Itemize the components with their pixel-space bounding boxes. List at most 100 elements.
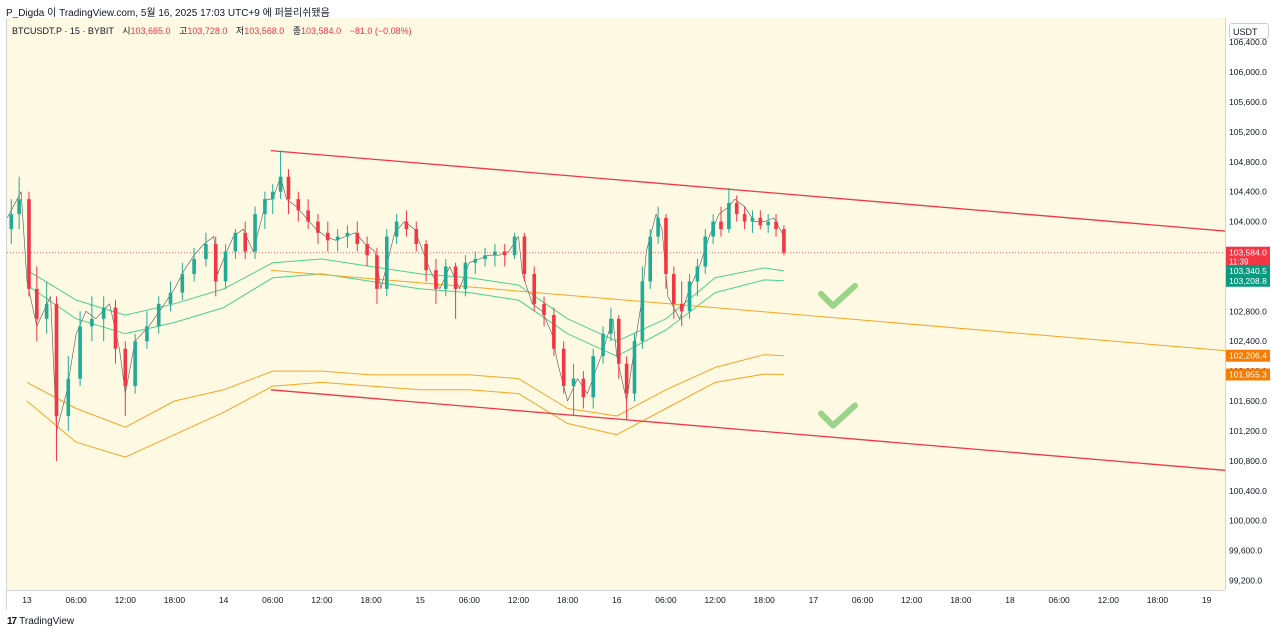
- candle-body: [774, 221, 778, 230]
- x-tick-label: 13: [22, 595, 32, 605]
- candle-body: [502, 251, 507, 256]
- y-tick-label: 102,800.0: [1229, 306, 1267, 316]
- open-value: 103,665.0: [130, 26, 171, 36]
- candle-body: [296, 199, 301, 211]
- candle-body: [758, 217, 763, 226]
- x-tick-label: 06:00: [66, 595, 88, 605]
- candle-body: [278, 176, 283, 192]
- candle-body: [687, 281, 692, 312]
- x-tick-label: 06:00: [655, 595, 677, 605]
- candle-body: [679, 303, 684, 312]
- candle-body: [443, 266, 448, 289]
- candle-body: [204, 244, 208, 259]
- candle-body: [640, 281, 645, 342]
- x-tick-label: 12:00: [901, 595, 923, 605]
- price-badge-countdown: 11:39: [1229, 258, 1249, 267]
- candle-body: [424, 244, 428, 271]
- time-axis[interactable]: [7, 590, 1225, 611]
- x-tick-label: 18:00: [557, 595, 579, 605]
- candle-body: [719, 221, 723, 230]
- y-tick-label: 106,400.0: [1229, 37, 1267, 47]
- x-tick-label: 06:00: [459, 595, 481, 605]
- x-tick-label: 18:00: [950, 595, 972, 605]
- price-axis[interactable]: [1225, 18, 1280, 590]
- candle-body: [703, 236, 708, 267]
- candle-body: [263, 199, 267, 215]
- candle-body: [561, 348, 566, 387]
- candle-body: [483, 255, 487, 259]
- candle-body: [591, 356, 596, 398]
- x-tick-label: 18:00: [754, 595, 776, 605]
- high-value: 103,728.0: [187, 26, 228, 36]
- y-tick-label: 104,800.0: [1229, 157, 1267, 167]
- y-tick-label: 101,200.0: [1229, 426, 1267, 436]
- candle-body: [414, 229, 419, 245]
- y-tick-label: 102,400.0: [1229, 336, 1267, 346]
- price-badge-value: 103,340.5: [1229, 266, 1267, 276]
- candle-body: [750, 217, 755, 222]
- candle-body: [270, 191, 275, 200]
- y-tick-label: 100,000.0: [1229, 516, 1267, 526]
- x-tick-label: 06:00: [1049, 595, 1071, 605]
- x-tick-label: 15: [415, 595, 425, 605]
- candle-body: [101, 307, 106, 319]
- candle-body: [434, 270, 438, 289]
- candle-body: [664, 217, 668, 274]
- price-badge: [1226, 368, 1270, 381]
- y-tick-label: 105,200.0: [1229, 127, 1267, 137]
- price-badge: [1226, 246, 1270, 267]
- candle-body: [542, 303, 546, 316]
- orange-band-lower: [26, 373, 784, 458]
- candle-body: [782, 229, 786, 253]
- y-tick-label: 99,200.0: [1229, 576, 1262, 586]
- candle-body: [394, 221, 399, 237]
- symbol-title[interactable]: BTCUSDT.P · 15 · BYBIT: [12, 26, 114, 36]
- orange-band-upper: [26, 354, 784, 428]
- chart-pane[interactable]: [7, 18, 1225, 590]
- publish-note: P_Digda 이 TradingView.com, 5월 16, 2025 1…: [6, 8, 330, 19]
- y-tick-label: 106,000.0: [1229, 67, 1267, 77]
- candle-body: [632, 341, 637, 394]
- checkmark-icon: [817, 282, 858, 309]
- x-tick-label: 17: [809, 595, 819, 605]
- candle-body: [113, 307, 118, 349]
- candle-body: [9, 214, 14, 230]
- candle-body: [345, 232, 350, 237]
- price-badge-value: 101,955.3: [1229, 369, 1267, 379]
- candle-body: [375, 255, 379, 289]
- candle-body: [453, 266, 458, 289]
- price-badge: [1226, 349, 1270, 362]
- candle-body: [35, 288, 39, 319]
- candle-body: [355, 232, 360, 245]
- y-tick-label: 100,800.0: [1229, 456, 1267, 466]
- price-badge: [1226, 264, 1270, 277]
- candle-body: [727, 202, 731, 230]
- y-tick-label: 105,600.0: [1229, 97, 1267, 107]
- candle-body: [648, 236, 653, 282]
- x-tick-label: 12:00: [704, 595, 726, 605]
- candle-body: [335, 236, 340, 241]
- price-badge-value: 103,208.8: [1229, 276, 1267, 286]
- candle-body: [27, 199, 31, 289]
- x-tick-label: 06:00: [262, 595, 284, 605]
- x-tick-label: 18:00: [1147, 595, 1169, 605]
- close-label: 종: [292, 26, 302, 36]
- tradingview-logo[interactable]: 17 TradingView: [7, 616, 74, 627]
- candle-body: [325, 232, 330, 241]
- candle-body: [66, 378, 71, 416]
- candle-body: [571, 378, 576, 387]
- open-label: 시: [122, 26, 131, 36]
- channel-lower-line: [270, 389, 1225, 471]
- x-tick-label: 19: [1202, 595, 1212, 605]
- candle-body: [404, 221, 409, 230]
- candle-body: [473, 258, 478, 263]
- currency-selector[interactable]: USDT: [1229, 23, 1269, 39]
- candle-body: [601, 333, 605, 357]
- candle-body: [609, 318, 613, 334]
- x-tick-label: 14: [219, 595, 229, 605]
- x-tick-label: 16: [612, 595, 622, 605]
- x-tick-label: 12:00: [311, 595, 333, 605]
- x-tick-label: 18:00: [360, 595, 382, 605]
- candle-body: [711, 221, 715, 237]
